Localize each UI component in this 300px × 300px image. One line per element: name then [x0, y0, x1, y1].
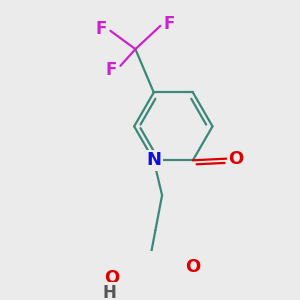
Text: F: F [106, 61, 117, 79]
Text: F: F [96, 20, 107, 38]
Text: O: O [103, 269, 119, 287]
Text: F: F [163, 15, 174, 33]
Text: O: O [229, 150, 244, 168]
Text: N: N [146, 151, 161, 169]
Text: H: H [103, 284, 116, 300]
Text: O: O [185, 258, 200, 276]
